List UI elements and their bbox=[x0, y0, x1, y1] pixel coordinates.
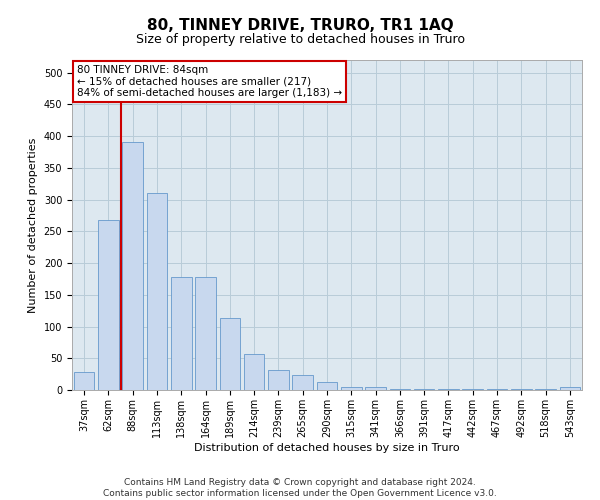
Bar bbox=[220, 318, 240, 390]
Bar bbox=[74, 372, 94, 390]
Bar bbox=[365, 387, 386, 390]
Bar bbox=[268, 370, 289, 390]
Text: Contains HM Land Registry data © Crown copyright and database right 2024.
Contai: Contains HM Land Registry data © Crown c… bbox=[103, 478, 497, 498]
Y-axis label: Number of detached properties: Number of detached properties bbox=[28, 138, 38, 312]
Bar bbox=[560, 388, 580, 390]
Bar bbox=[195, 277, 216, 390]
Text: 80 TINNEY DRIVE: 84sqm
← 15% of detached houses are smaller (217)
84% of semi-de: 80 TINNEY DRIVE: 84sqm ← 15% of detached… bbox=[77, 65, 342, 98]
Bar bbox=[292, 376, 313, 390]
Bar bbox=[146, 194, 167, 390]
Bar bbox=[98, 220, 119, 390]
Bar bbox=[122, 142, 143, 390]
X-axis label: Distribution of detached houses by size in Truro: Distribution of detached houses by size … bbox=[194, 442, 460, 452]
Bar bbox=[317, 382, 337, 390]
Text: Size of property relative to detached houses in Truro: Size of property relative to detached ho… bbox=[136, 32, 464, 46]
Bar bbox=[171, 277, 191, 390]
Bar bbox=[244, 354, 265, 390]
Text: 80, TINNEY DRIVE, TRURO, TR1 1AQ: 80, TINNEY DRIVE, TRURO, TR1 1AQ bbox=[146, 18, 454, 32]
Bar bbox=[341, 387, 362, 390]
